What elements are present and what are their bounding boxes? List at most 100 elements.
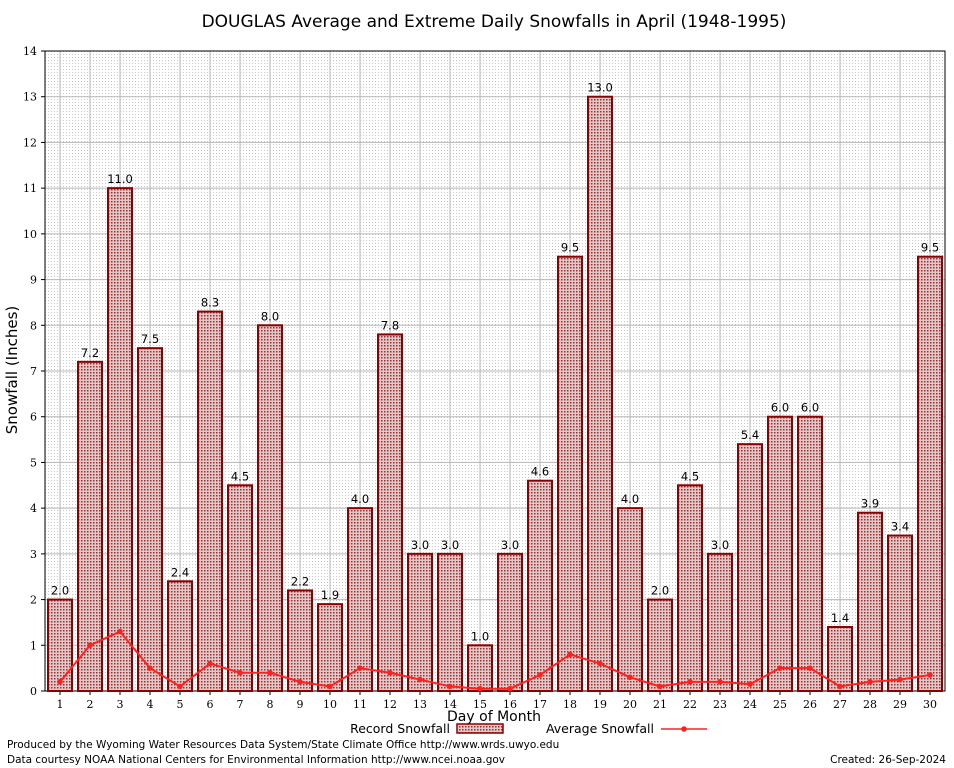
bar-value-label: 11.0 — [107, 172, 133, 186]
bar-value-label: 5.4 — [741, 428, 759, 442]
record-bars — [47, 95, 943, 693]
record-bar — [317, 603, 343, 693]
x-tick-label: 2 — [87, 698, 94, 711]
bar-value-label: 4.6 — [531, 465, 549, 479]
record-bar — [707, 552, 733, 692]
y-axis-label: Snowfall (Inches) — [3, 306, 21, 434]
x-tick-label: 11 — [353, 698, 367, 711]
x-tick-label: 4 — [147, 698, 154, 711]
x-axis-label: Day of Month — [447, 709, 541, 725]
record-bar — [557, 255, 583, 692]
bar-value-label: 4.0 — [351, 492, 369, 506]
y-tick-label: 0 — [30, 685, 37, 698]
average-point — [597, 660, 603, 667]
footer-data-source: Data courtesy NOAA National Centers for … — [7, 754, 505, 766]
bar-value-label: 8.0 — [261, 309, 279, 323]
average-point — [717, 679, 723, 685]
average-point — [147, 665, 153, 671]
bar-value-label: 3.0 — [711, 538, 729, 552]
record-bar — [167, 580, 193, 692]
x-tick-label: 7 — [237, 698, 244, 711]
average-point — [267, 669, 273, 676]
average-point — [57, 679, 63, 685]
legend: Record Snowfall Average Snowfall — [350, 721, 707, 736]
x-tick-label: 19 — [593, 698, 607, 711]
x-tick-label: 17 — [533, 698, 547, 711]
record-bar — [347, 507, 373, 692]
bar-value-label: 4.5 — [231, 469, 249, 483]
y-tick-label: 2 — [30, 594, 37, 607]
average-point — [747, 681, 753, 687]
bar-value-label: 3.0 — [441, 538, 459, 552]
x-tick-label: 21 — [653, 698, 667, 711]
y-tick-label: 9 — [30, 274, 37, 287]
chart-title: DOUGLAS Average and Extreme Daily Snowfa… — [202, 12, 787, 32]
bar-value-label: 9.5 — [561, 241, 579, 255]
bar-value-label: 2.0 — [651, 584, 669, 598]
record-bar — [497, 552, 523, 692]
average-point — [177, 683, 183, 690]
bar-value-label: 1.0 — [471, 629, 489, 643]
legend-record-label: Record Snowfall — [350, 721, 450, 736]
x-tick-label: 27 — [833, 698, 847, 711]
record-bar — [857, 511, 883, 693]
x-tick-label: 25 — [773, 698, 787, 711]
record-bar — [47, 598, 73, 692]
record-bar — [407, 552, 433, 692]
average-point — [117, 628, 123, 635]
record-bar — [887, 534, 913, 692]
y-tick-label: 13 — [23, 91, 37, 104]
x-tick-label: 9 — [297, 698, 304, 711]
bar-value-label: 2.4 — [171, 565, 189, 579]
record-bar — [527, 479, 553, 693]
average-point — [417, 676, 423, 683]
x-tick-label: 20 — [623, 698, 637, 711]
average-line — [57, 628, 933, 692]
bar-value-label: 8.3 — [201, 296, 219, 310]
y-tick-label: 11 — [23, 182, 37, 195]
bar-value-label: 3.9 — [861, 497, 879, 511]
y-tick-label: 12 — [23, 136, 37, 149]
x-tick-label: 26 — [803, 698, 817, 711]
x-tick-label: 30 — [923, 698, 937, 711]
record-bar — [197, 310, 223, 692]
x-tick-label: 23 — [713, 698, 727, 711]
x-tick-label: 24 — [743, 698, 757, 711]
average-point — [897, 676, 903, 683]
average-point — [687, 679, 693, 685]
average-point — [777, 665, 783, 671]
x-tick-label: 28 — [863, 698, 877, 711]
bar-value-label: 1.9 — [321, 588, 339, 602]
record-bar — [797, 415, 823, 692]
average-point — [207, 660, 213, 667]
x-tick-label: 12 — [383, 698, 397, 711]
bar-value-label: 3.0 — [411, 538, 429, 552]
average-point — [447, 683, 453, 690]
legend-average-marker — [681, 726, 687, 732]
x-tick-label: 10 — [323, 698, 337, 711]
footer-producer: Produced by the Wyoming Water Resources … — [7, 739, 559, 751]
x-tick-label: 5 — [177, 698, 184, 711]
bar-value-label: 13.0 — [587, 81, 613, 95]
x-tick-label: 1 — [57, 698, 64, 711]
average-line-path — [59, 630, 931, 690]
bar-value-label: 7.2 — [81, 346, 99, 360]
record-bar — [437, 552, 463, 692]
record-bar — [767, 415, 793, 692]
average-point — [627, 674, 633, 681]
y-tick-label: 3 — [30, 548, 37, 561]
x-axis-ticks: 1 2 3 4 5 6 7 8 9 10 11 12 13 14 15 16 17 18 19 20 21 22 23 24 2… — [57, 691, 937, 711]
average-point — [927, 672, 933, 678]
average-point — [537, 672, 543, 678]
x-tick-label: 8 — [267, 698, 274, 711]
record-bar — [917, 255, 943, 692]
x-tick-label: 6 — [207, 698, 214, 711]
record-bar — [677, 484, 703, 692]
x-tick-label: 22 — [683, 698, 697, 711]
average-point — [327, 683, 333, 690]
bar-value-label: 7.8 — [381, 318, 399, 332]
record-bar — [137, 347, 163, 692]
x-tick-label: 3 — [117, 698, 124, 711]
average-point — [357, 665, 363, 671]
